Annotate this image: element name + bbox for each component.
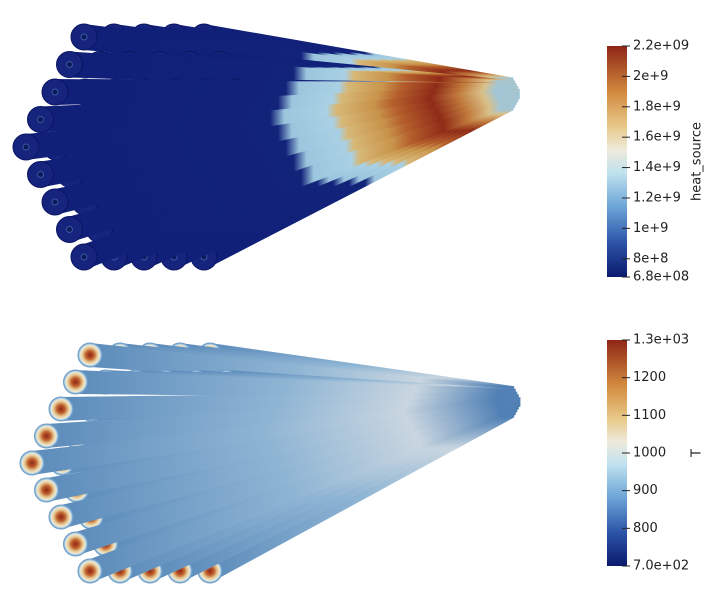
colorbar-tick-label: 2e+9 bbox=[633, 69, 668, 84]
rod bbox=[61, 391, 500, 421]
colorbar-tick-label: 1100 bbox=[633, 408, 666, 423]
rod-hole bbox=[37, 116, 44, 123]
colorbar-title: T bbox=[690, 449, 705, 458]
colorbar-tick-label: 1000 bbox=[633, 446, 666, 461]
rod-hole bbox=[51, 198, 59, 206]
rod bbox=[90, 407, 503, 583]
rod-end bbox=[34, 477, 59, 503]
rod-hole bbox=[66, 226, 73, 233]
rod-end bbox=[19, 450, 45, 476]
rod bbox=[26, 88, 496, 160]
colorbar-tick-label: 800 bbox=[633, 521, 658, 536]
rod-end bbox=[48, 396, 74, 422]
colorbar-tick-label: 1e+9 bbox=[633, 221, 668, 236]
rod bbox=[55, 94, 499, 215]
colorbar-tick-label: 8e+8 bbox=[633, 251, 668, 266]
colorbar-tick-label: 1.8e+9 bbox=[633, 99, 681, 114]
rod-end bbox=[34, 423, 59, 449]
rod-hole bbox=[80, 253, 88, 261]
colorbar-tick-label: 1.6e+9 bbox=[633, 130, 681, 145]
rod bbox=[46, 394, 498, 448]
colorbar-tick-label: 7.0e+02 bbox=[633, 559, 689, 574]
rod-end bbox=[77, 558, 103, 584]
rod-bundles bbox=[12, 23, 521, 584]
rod bbox=[75, 405, 501, 556]
rod-hole bbox=[22, 143, 30, 151]
rod-end bbox=[63, 531, 88, 557]
colorbar-tick-label: 1200 bbox=[633, 370, 666, 385]
rod-end bbox=[63, 369, 88, 395]
colorbar bbox=[607, 46, 627, 277]
rod-hole bbox=[66, 61, 73, 68]
rod-end bbox=[48, 504, 74, 530]
colorbar-tick-label: 1.2e+9 bbox=[633, 190, 681, 205]
rod bbox=[40, 91, 498, 188]
rod bbox=[61, 402, 500, 529]
rod bbox=[32, 397, 497, 475]
colorbar-tick-label: 1.4e+9 bbox=[633, 160, 681, 175]
colorbar-tick-label: 900 bbox=[633, 483, 658, 498]
rod-end bbox=[77, 342, 103, 368]
rod-hole bbox=[80, 33, 88, 41]
colorbar bbox=[607, 340, 627, 566]
colorbar-title: heat_source bbox=[690, 122, 705, 201]
colorbar-tick-label: 1.3e+03 bbox=[633, 333, 689, 348]
colorbars: 2.2e+09 2e+9 1.8e+9 1.6e+9 1.4e+9 1.2e+9 1e+9 8… bbox=[607, 39, 705, 574]
colorbar-tick-label: 2.2e+09 bbox=[633, 39, 689, 54]
rod bbox=[69, 96, 501, 243]
rod bbox=[46, 399, 498, 502]
rod bbox=[75, 370, 501, 399]
rod bbox=[40, 85, 498, 133]
rod-hole bbox=[37, 171, 44, 178]
rod bbox=[55, 79, 499, 105]
colorbar-tick-label: 6.8e+08 bbox=[633, 270, 689, 285]
rod bbox=[84, 99, 502, 270]
rod bbox=[69, 51, 501, 91]
rod-hole bbox=[51, 88, 59, 96]
